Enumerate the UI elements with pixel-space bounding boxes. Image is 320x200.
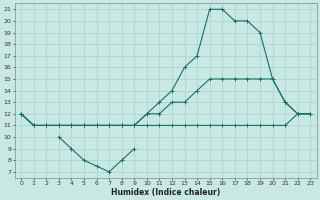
X-axis label: Humidex (Indice chaleur): Humidex (Indice chaleur) bbox=[111, 188, 220, 197]
